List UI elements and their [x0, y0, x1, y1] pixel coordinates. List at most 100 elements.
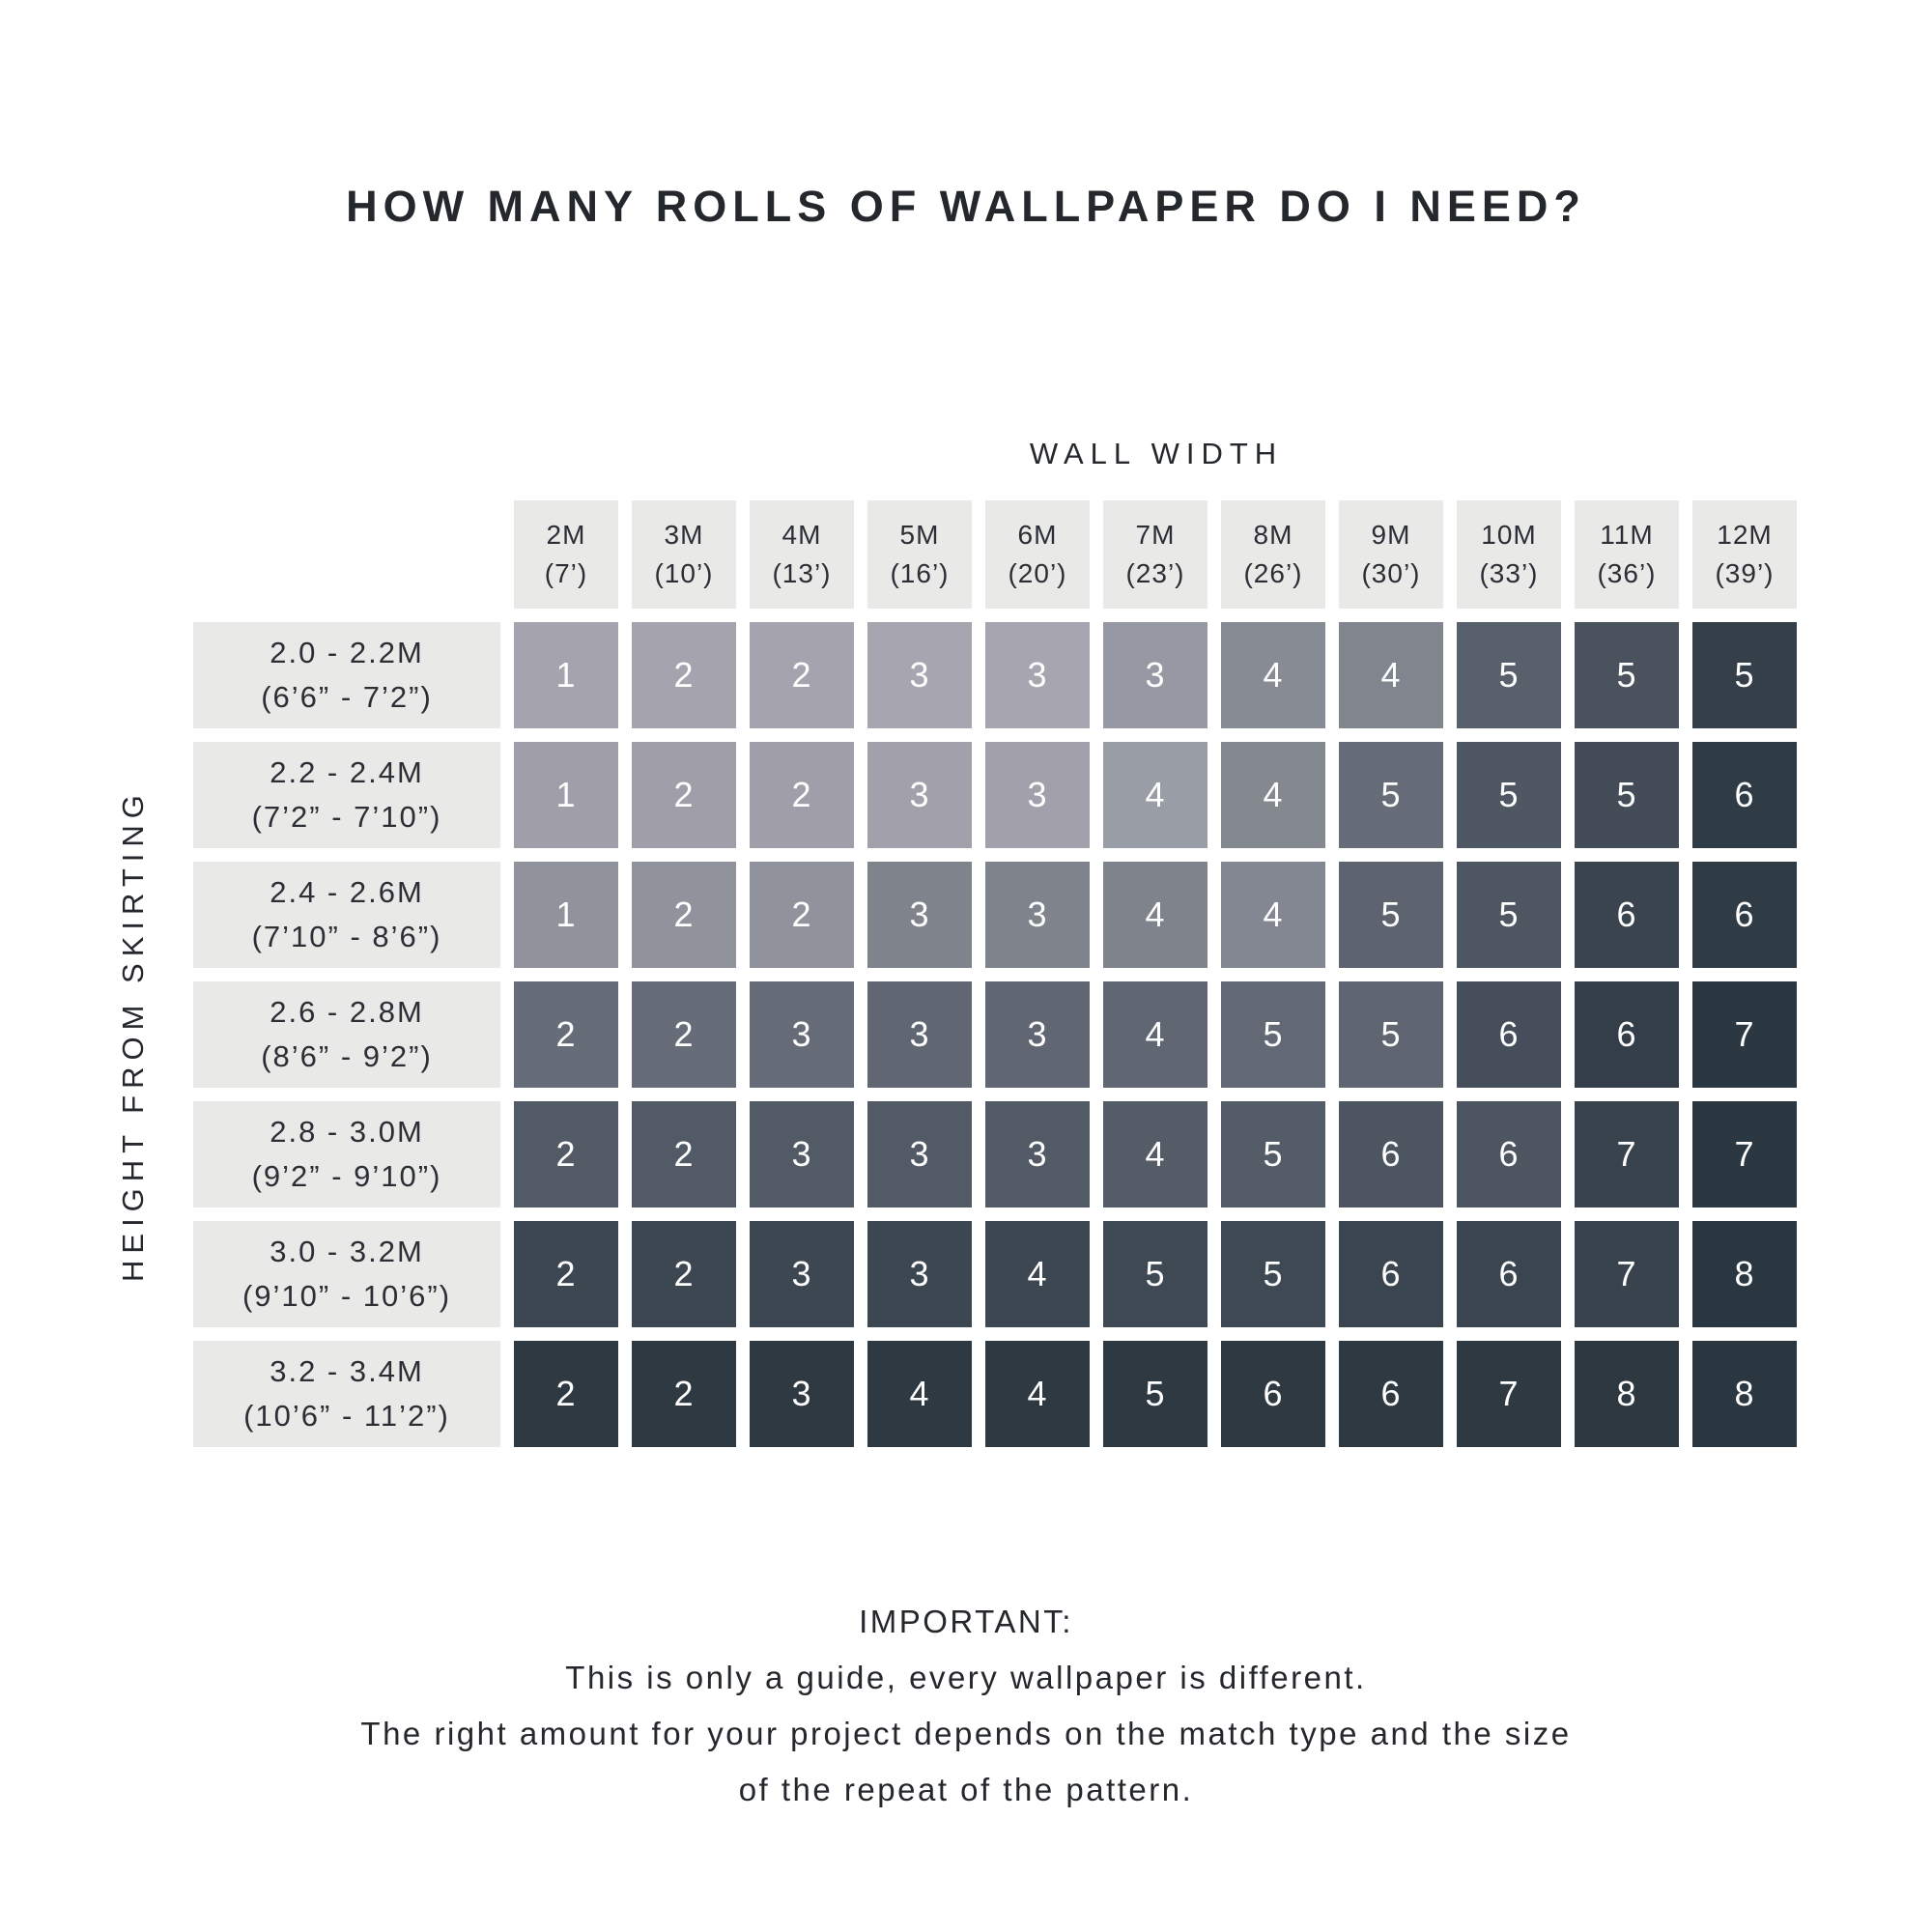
value-cell: 6: [1457, 981, 1561, 1088]
value-cell: 3: [867, 742, 972, 848]
value-cell-text: 4: [1145, 895, 1166, 934]
col-header-cell: 8M (26’): [1221, 500, 1325, 609]
value-cell-text: 5: [1498, 655, 1520, 695]
col-header-cell-text: 10M: [1481, 520, 1537, 550]
row-header-cell-text: (9’10” - 10’6”): [242, 1279, 452, 1313]
value-cell-text: 3: [791, 1014, 812, 1054]
value-cell: 7: [1692, 1101, 1797, 1208]
value-cell: 5: [1575, 622, 1679, 728]
value-cell: 2: [632, 622, 736, 728]
value-cell: 3: [867, 1101, 972, 1208]
value-cell: 3: [1103, 622, 1208, 728]
value-cell-text: 5: [1145, 1254, 1166, 1293]
value-cell-text: 3: [909, 655, 930, 695]
value-cell-text: 4: [1145, 1014, 1166, 1054]
value-cell: 5: [1339, 981, 1443, 1088]
row-header-cell-text: 3.0 - 3.2M: [270, 1235, 424, 1268]
col-header-cell-text: 6M: [1017, 520, 1058, 550]
col-header-cell: 2M (7’): [514, 500, 618, 609]
row-header-cell-text: 2.4 - 2.6M: [270, 875, 424, 909]
row-header-cell-text: (7’10” - 8’6”): [251, 920, 442, 953]
value-cell-text: 2: [673, 775, 695, 814]
value-cell: 6: [1692, 862, 1797, 968]
value-cell-text: 7: [1498, 1374, 1520, 1413]
value-cell-text: 6: [1734, 895, 1755, 934]
value-cell: 5: [1692, 622, 1797, 728]
value-cell: 8: [1575, 1341, 1679, 1447]
footer-line-2: The right amount for your project depend…: [360, 1716, 1572, 1751]
value-cell: 1: [514, 622, 618, 728]
value-cell: 5: [1575, 742, 1679, 848]
value-cell: 3: [867, 622, 972, 728]
value-cell: 8: [1692, 1221, 1797, 1327]
value-cell: 3: [985, 622, 1090, 728]
value-cell: 5: [1339, 742, 1443, 848]
row-header-cell: 2.6 - 2.8M (8’6” - 9’2”): [193, 981, 500, 1088]
value-cell: 4: [1221, 862, 1325, 968]
page-title: HOW MANY ROLLS OF WALLPAPER DO I NEED?: [346, 182, 1586, 231]
value-cell-text: 6: [1380, 1374, 1402, 1413]
value-cell-text: 6: [1263, 1374, 1284, 1413]
col-header-cell-text: 3M: [664, 520, 704, 550]
row-header-cell-text: 3.2 - 3.4M: [270, 1354, 424, 1388]
row-header-cell: 3.0 - 3.2M (9’10” - 10’6”): [193, 1221, 500, 1327]
value-cell: 6: [1339, 1221, 1443, 1327]
row-header-cell-text: 2.2 - 2.4M: [270, 755, 424, 789]
value-cell-text: 5: [1498, 775, 1520, 814]
value-cell: 4: [1103, 862, 1208, 968]
value-cell: 2: [632, 1221, 736, 1327]
value-cell-text: 2: [555, 1014, 577, 1054]
value-cell: 5: [1457, 862, 1561, 968]
value-cell-text: 2: [555, 1374, 577, 1413]
value-cell-text: 3: [791, 1254, 812, 1293]
footer-heading: IMPORTANT:: [859, 1604, 1073, 1639]
row-header-cell: 2.8 - 3.0M (9’2” - 9’10”): [193, 1101, 500, 1208]
footer-note: IMPORTANT: This is only a guide, every w…: [0, 1594, 1932, 1818]
value-cell: 3: [750, 981, 854, 1088]
row-header-cell-text: (9’2” - 9’10”): [251, 1159, 442, 1193]
value-cell-text: 5: [1263, 1134, 1284, 1174]
col-header-cell: 11M (36’): [1575, 500, 1679, 609]
value-cell-text: 7: [1616, 1254, 1637, 1293]
value-cell: 2: [514, 1101, 618, 1208]
value-cell: 2: [632, 1101, 736, 1208]
value-cell-text: 8: [1734, 1374, 1755, 1413]
col-header-cell: 7M (23’): [1103, 500, 1208, 609]
row-header-cell: 2.4 - 2.6M (7’10” - 8’6”): [193, 862, 500, 968]
value-cell-text: 2: [555, 1254, 577, 1293]
row-header-cell-text: 2.8 - 3.0M: [270, 1115, 424, 1149]
value-cell: 6: [1457, 1101, 1561, 1208]
value-cell: 4: [1339, 622, 1443, 728]
value-cell: 5: [1339, 862, 1443, 968]
value-cell: 4: [1103, 1101, 1208, 1208]
value-cell-text: 2: [555, 1134, 577, 1174]
value-cell-text: 2: [673, 1014, 695, 1054]
value-cell: 3: [750, 1101, 854, 1208]
value-cell-text: 7: [1734, 1014, 1755, 1054]
value-cell: 5: [1457, 742, 1561, 848]
row-header-cell: 3.2 - 3.4M (10’6” - 11’2”): [193, 1341, 500, 1447]
row-header-cell: 2.0 - 2.2M (6’6” - 7’2”): [193, 622, 500, 728]
value-cell: 7: [1692, 981, 1797, 1088]
value-cell-text: 3: [909, 1134, 930, 1174]
value-cell-text: 6: [1498, 1134, 1520, 1174]
row-header-cell-text: 2.0 - 2.2M: [270, 636, 424, 669]
value-cell: 3: [985, 862, 1090, 968]
value-cell-text: 3: [1027, 1134, 1048, 1174]
value-cell-text: 7: [1734, 1134, 1755, 1174]
value-cell: 3: [750, 1341, 854, 1447]
value-cell: 4: [1103, 981, 1208, 1088]
value-cell: 2: [632, 862, 736, 968]
col-header-cell-text: 12M: [1717, 520, 1773, 550]
column-axis-label: WALL WIDTH: [1029, 437, 1284, 470]
value-cell-text: 5: [1380, 895, 1402, 934]
col-header-cell: 4M (13’): [750, 500, 854, 609]
col-header-cell-text: (39’): [1715, 558, 1775, 588]
value-cell-text: 6: [1734, 775, 1755, 814]
value-cell-text: 3: [909, 775, 930, 814]
col-header-cell: 6M (20’): [985, 500, 1090, 609]
value-cell-text: 1: [555, 775, 577, 814]
value-cell-text: 5: [1616, 775, 1637, 814]
value-cell: 2: [514, 981, 618, 1088]
value-cell: 4: [985, 1341, 1090, 1447]
